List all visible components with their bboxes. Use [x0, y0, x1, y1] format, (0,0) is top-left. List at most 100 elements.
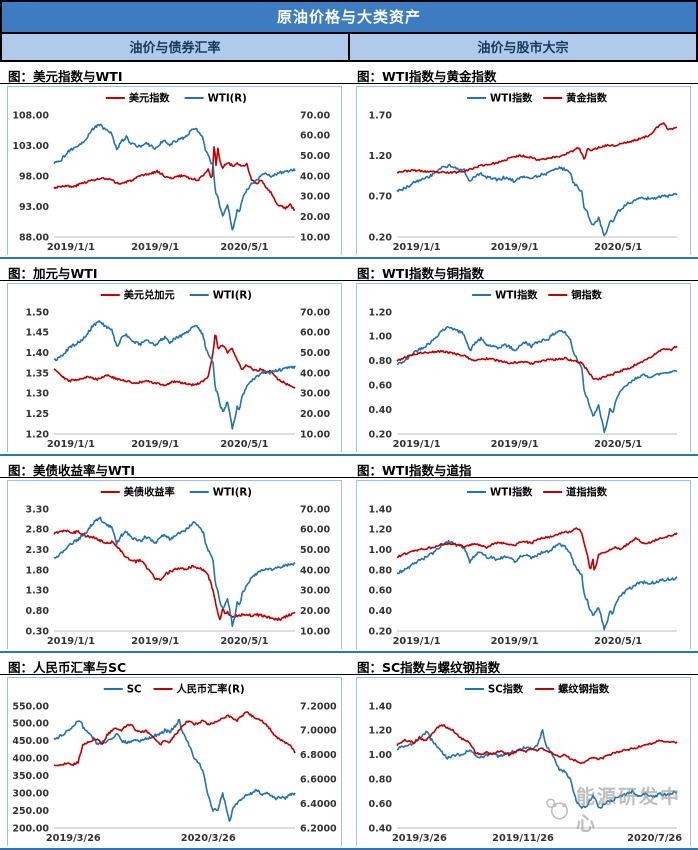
legend-label: WTI(R) [213, 487, 252, 498]
y-axis-label: 1.35 [26, 368, 49, 379]
x-axis-labels: 2019/3/26 2019/11/26 2020/7/26 [392, 833, 682, 844]
y-axis-label-right: 20.00 [300, 212, 330, 223]
chart-title: 图：人民币汇率与SC [0, 653, 349, 675]
chart-canvas: 0.20 0.40 0.60 0.80 1.00 1.20 2019/1/1 2019/9/1… [369, 288, 678, 450]
legend: SC指数 螺纹钢指数 [464, 682, 610, 695]
y-axis-label: 1.25 [26, 409, 49, 420]
y-axis-label: 1.30 [26, 389, 50, 400]
y-axis-label: 1.45 [26, 328, 49, 339]
chart-grid: 图：美元指数与WTI 88.00 93.00 98.00 103.00 108.00 10… [0, 62, 698, 850]
y-axis-label-right: 50.00 [300, 545, 330, 556]
x-axis-label: 2020/5/1 [220, 439, 268, 450]
y-axis-label: 0.80 [369, 565, 393, 576]
legend-label: WTI指数 [495, 288, 538, 301]
y-axis-label-right: 6.8000 [300, 750, 337, 761]
line-series-2 [53, 319, 296, 430]
chart-box: 0.20 0.70 1.20 1.70 2019/1/1 2019/9/1 2020/5/1… [356, 86, 691, 255]
line-series-2 [397, 527, 678, 571]
y-axis-label: 0.20 [369, 232, 393, 243]
x-axis-labels: 2019/1/1 2019/9/1 2020/5/1 [393, 636, 643, 647]
y-axis-label: 1.70 [369, 110, 393, 121]
legend-label: 铜指数 [570, 288, 602, 301]
column-header-bonds-fx: 油价与债券汇率 [2, 34, 350, 60]
axis-labels: 200.00 250.00 300.00 350.00 400.00 450.00 500.… [12, 701, 337, 834]
line-series-1 [396, 163, 678, 237]
chart-panel-cad-wti: 图：加元与WTI 1.20 1.25 1.30 1.35 1.40 1.45 1.50 10.… [0, 259, 349, 456]
line-series-1 [53, 529, 296, 622]
x-axis-label: 2020/3/26 [181, 833, 236, 844]
chart-box: 0.30 0.80 1.30 1.80 2.30 2.80 3.30 10.00 20.00 30… [7, 480, 342, 649]
legend-label: 道指指数 [566, 485, 608, 498]
y-axis-label-right: 7.2000 [300, 701, 337, 712]
y-axis-label: 0.40 [369, 606, 393, 617]
axis-labels: 0.20 0.40 0.60 0.80 1.00 1.20 1.40 [369, 504, 393, 637]
chart-box: 1.20 1.25 1.30 1.35 1.40 1.45 1.50 10.00 20.00 30… [7, 283, 342, 452]
x-axis-labels: 2019/1/1 2019/9/1 2020/5/1 [393, 242, 643, 253]
x-axis-label: 2020/5/1 [594, 439, 642, 450]
y-axis-label: 88.00 [19, 232, 49, 243]
chart-title: 图：SC指数与螺纹钢指数 [349, 653, 698, 675]
x-axis-label: 2020/5/1 [594, 636, 642, 647]
chart-title: 图：加元与WTI [0, 259, 349, 281]
y-axis-label-right: 10.00 [300, 626, 330, 637]
y-axis-label: 98.00 [19, 171, 49, 182]
x-axis-label: 2020/7/26 [627, 833, 682, 844]
line-series-1 [53, 145, 296, 211]
y-axis-label: 400.00 [12, 754, 49, 765]
y-axis-label-right: 50.00 [300, 151, 330, 162]
chart-box: 0.20 0.40 0.60 0.80 1.00 1.20 2019/1/1 2019/9/1… [356, 283, 691, 452]
y-axis-label: 103.00 [12, 141, 49, 152]
y-axis-label: 0.80 [26, 606, 50, 617]
x-axis-label: 2019/3/26 [46, 833, 101, 844]
y-axis-label: 0.30 [26, 626, 50, 637]
x-axis-labels: 2019/1/1 2019/9/1 2020/5/1 [47, 439, 269, 450]
line-series-1 [53, 334, 296, 389]
y-axis-label: 1.40 [26, 348, 50, 359]
legend: 美元指数 WTI(R) [105, 91, 247, 104]
y-axis-label: 350.00 [12, 771, 49, 782]
y-axis-label-right: 40.00 [300, 368, 330, 379]
legend-label: WTI指数 [490, 485, 533, 498]
chart-title: 图：WTI指数与道指 [349, 456, 698, 478]
x-axis-label: 2019/9/1 [131, 636, 179, 647]
axis-labels: 0.30 0.80 1.30 1.80 2.30 2.80 3.30 10.00 20.00 30… [26, 504, 331, 637]
x-axis-label: 2019/9/1 [131, 439, 179, 450]
chart-canvas: 88.00 93.00 98.00 103.00 108.00 10.00 20.00 30.… [12, 91, 330, 253]
y-axis-label-right: 6.2000 [300, 823, 337, 834]
y-axis-label: 1.20 [369, 726, 393, 737]
chart-canvas: 0.30 0.80 1.30 1.80 2.30 2.80 3.30 10.00 20.00 30… [26, 485, 331, 647]
chart-box: 88.00 93.00 98.00 103.00 108.00 10.00 20.00 30.… [7, 86, 342, 255]
y-axis-label: 2.30 [26, 545, 50, 556]
page-title: 原油价格与大类资产 [2, 2, 696, 34]
y-axis-label: 0.60 [369, 586, 393, 597]
y-axis-label: 3.30 [26, 504, 50, 515]
x-axis-label: 2019/1/1 [47, 242, 95, 253]
line-series-2 [53, 516, 296, 628]
x-axis-label: 2019/1/1 [393, 636, 441, 647]
chart-panel-cny-sc: 图：人民币汇率与SC 200.00 250.00 300.00 350.00 400.0… [0, 653, 349, 850]
legend-label: 黄金指数 [566, 91, 608, 104]
x-axis-label: 2019/11/26 [492, 833, 554, 844]
legend: WTI指数 铜指数 [472, 288, 603, 301]
y-axis-label-right: 7.0000 [300, 726, 337, 737]
x-axis-label: 2019/1/1 [393, 242, 441, 253]
chart-box: 0.20 0.40 0.60 0.80 1.00 1.20 1.40 2019/1/1 2019… [356, 480, 691, 649]
legend: WTI指数 黄金指数 [467, 91, 608, 104]
y-axis-label-right: 6.4000 [300, 799, 337, 810]
x-axis-labels: 2019/1/1 2019/9/1 2020/5/1 [47, 636, 269, 647]
y-axis-label-right: 70.00 [300, 110, 330, 121]
x-axis-label: 2020/5/1 [220, 636, 268, 647]
legend-label: 人民币汇率(R) [177, 682, 245, 695]
x-axis-label: 2019/9/1 [131, 242, 179, 253]
chart-canvas: 1.20 1.25 1.30 1.35 1.40 1.45 1.50 10.00 20.00 30… [26, 288, 331, 450]
x-axis-label: 2019/1/1 [47, 439, 95, 450]
y-axis-label-right: 30.00 [300, 192, 330, 203]
chart-box: 200.00 250.00 300.00 350.00 400.00 450.00 500.… [7, 677, 342, 846]
y-axis-label: 200.00 [12, 823, 49, 834]
y-axis-label-right: 20.00 [300, 409, 330, 420]
chart-panel-ust-yield-wti: 图：美债收益率与WTI 0.30 0.80 1.30 1.80 2.30 2.80 3.30… [0, 456, 349, 653]
y-axis-label: 93.00 [19, 202, 49, 213]
y-axis-label: 1.40 [369, 701, 393, 712]
